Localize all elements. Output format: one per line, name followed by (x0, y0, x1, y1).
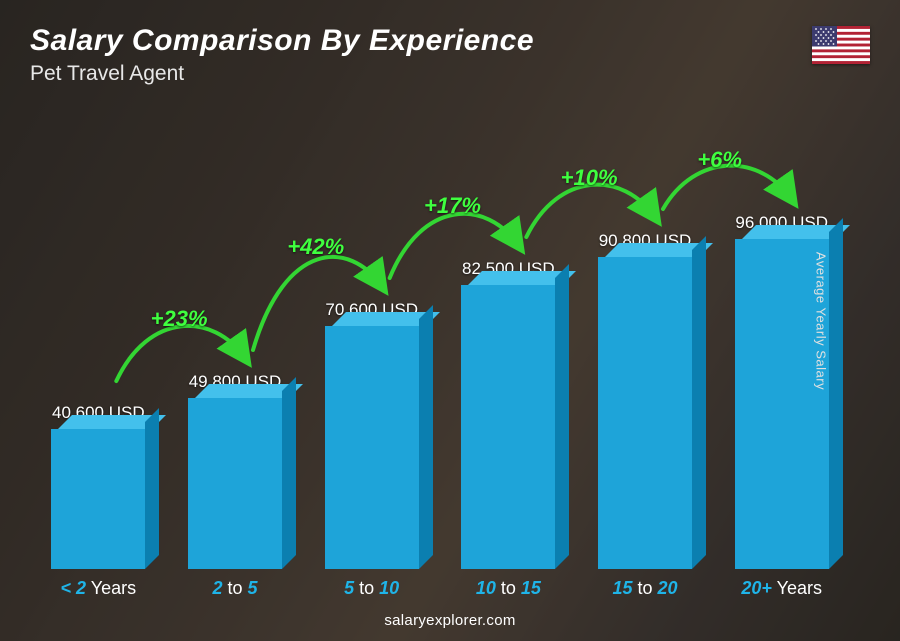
bar-chart: 40,600 USD49,800 USD70,600 USD82,500 USD… (30, 110, 850, 569)
header: Salary Comparison By Experience Pet Trav… (30, 24, 870, 86)
pct-change-label: +23% (151, 306, 208, 332)
x-axis: < 2 Years2 to 55 to 1010 to 1515 to 2020… (30, 578, 850, 599)
bar (325, 326, 419, 569)
pct-change-label: +42% (287, 234, 344, 260)
country-flag-icon (812, 26, 870, 64)
x-axis-label: 10 to 15 (440, 578, 577, 599)
bar (51, 429, 145, 569)
bar (598, 257, 692, 569)
page-subtitle: Pet Travel Agent (30, 62, 870, 86)
bar (461, 285, 555, 569)
page-title: Salary Comparison By Experience (30, 24, 870, 58)
bar (188, 398, 282, 569)
x-axis-label: < 2 Years (30, 578, 167, 599)
x-axis-label: 15 to 20 (577, 578, 714, 599)
bar-slot: 40,600 USD (30, 110, 167, 569)
bar-slot: 82,500 USD (440, 110, 577, 569)
x-axis-label: 5 to 10 (303, 578, 440, 599)
pct-change-label: +6% (697, 147, 742, 173)
bar-slot: 49,800 USD (167, 110, 304, 569)
pct-change-label: +10% (561, 165, 618, 191)
bar-slot: 96,000 USD (713, 110, 850, 569)
chart-container: Salary Comparison By Experience Pet Trav… (0, 0, 900, 641)
y-axis-label: Average Yearly Salary (813, 251, 828, 389)
x-axis-label: 20+ Years (713, 578, 850, 599)
x-axis-label: 2 to 5 (167, 578, 304, 599)
bar-slot: 70,600 USD (303, 110, 440, 569)
footer-source: salaryexplorer.com (0, 612, 900, 629)
pct-change-label: +17% (424, 193, 481, 219)
bars-group: 40,600 USD49,800 USD70,600 USD82,500 USD… (30, 110, 850, 569)
